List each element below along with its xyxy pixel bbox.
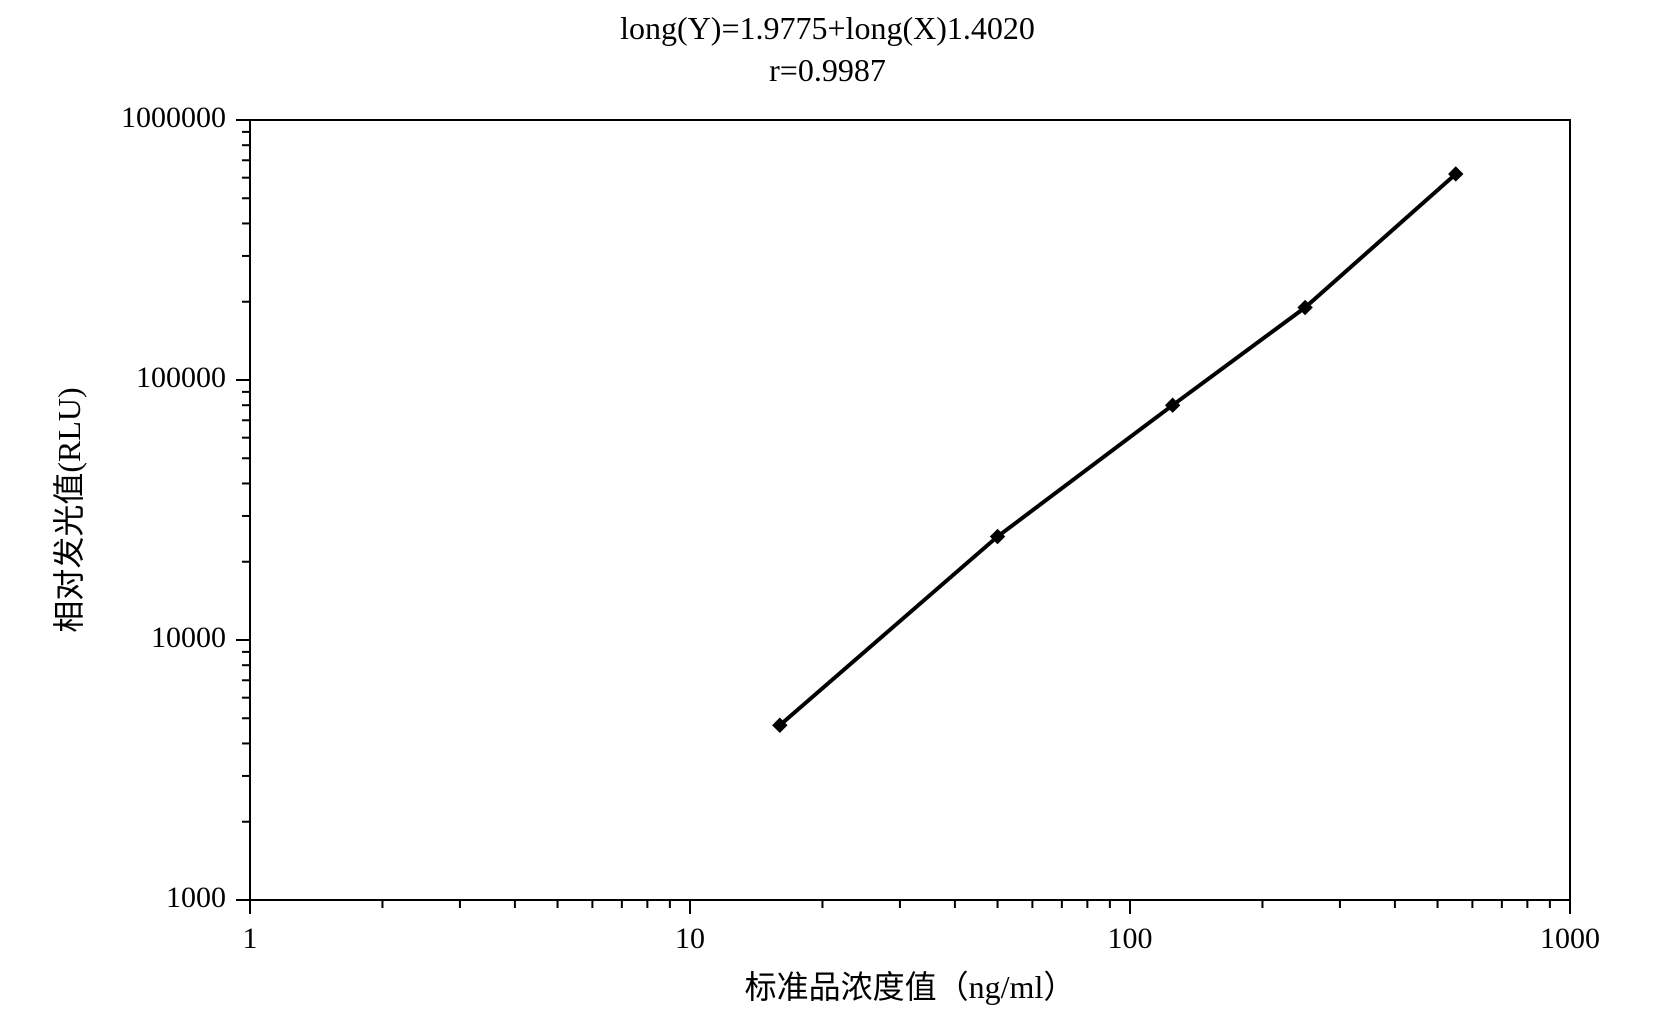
plot-border (250, 120, 1570, 900)
chart-title-line-2: r=0.9987 (0, 50, 1655, 92)
x-tick-label: 1000 (1540, 922, 1600, 955)
y-tick-label: 100000 (136, 361, 226, 394)
x-tick-label: 100 (1108, 922, 1153, 955)
x-tick-label: 1 (243, 922, 258, 955)
chart-svg: 1000 10000 100000 1000000 1 10 100 1000 标准品浓度值（n… (0, 0, 1655, 1031)
chart-container: long(Y)=1.9775+long(X)1.4020 r=0.9987 10… (0, 0, 1655, 1031)
y-tick-label: 1000000 (121, 101, 226, 134)
chart-title-line-1: long(Y)=1.9775+long(X)1.4020 (0, 8, 1655, 50)
y-axis-label: 相对发光值(RLU) (51, 387, 87, 632)
y-tick-label: 10000 (151, 621, 226, 654)
y-tick-label: 1000 (166, 881, 226, 914)
x-axis-label: 标准品浓度值（ng/ml） (745, 969, 1076, 1005)
x-tick-label: 10 (675, 922, 705, 955)
data-line (780, 174, 1456, 725)
chart-title: long(Y)=1.9775+long(X)1.4020 r=0.9987 (0, 8, 1655, 91)
